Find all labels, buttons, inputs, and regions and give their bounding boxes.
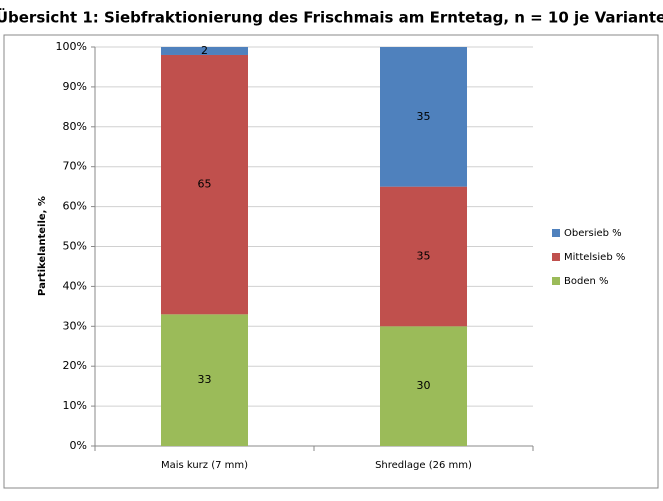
legend-label: Mittelsieb %: [564, 252, 625, 263]
bar-segment: [161, 54, 248, 315]
bar-segment: [161, 47, 248, 55]
data-label: 2: [201, 44, 208, 57]
bar-segment: [380, 47, 467, 187]
legend-label: Obersieb %: [564, 228, 622, 239]
bar-segment: [161, 314, 248, 446]
y-tick-label: 20%: [63, 359, 87, 372]
data-label: 35: [417, 110, 431, 123]
x-tick-label: Shredlage (26 mm): [375, 460, 472, 471]
y-tick-label: 0%: [70, 439, 87, 452]
y-tick-label: 90%: [63, 80, 87, 93]
data-label: 35: [417, 249, 431, 262]
chart-frame: [3, 34, 659, 489]
y-tick-label: 30%: [63, 319, 87, 332]
legend-swatch: [552, 277, 560, 285]
y-tick-label: 50%: [63, 240, 87, 253]
data-label: 30: [417, 379, 431, 392]
y-axis-label: Partikelanteile, %: [37, 196, 48, 296]
data-label: 65: [198, 178, 212, 191]
bar-segment: [380, 326, 467, 446]
x-tick-label: Mais kurz (7 mm): [161, 460, 248, 471]
y-tick-label: 40%: [63, 279, 87, 292]
chart-title: Übersicht 1: Siebfraktionierung des Fris…: [0, 8, 663, 27]
data-label: 33: [198, 373, 212, 386]
legend-swatch: [552, 229, 560, 237]
legend-label: Boden %: [564, 276, 609, 287]
y-tick-label: 100%: [56, 40, 87, 53]
y-tick-label: 60%: [63, 200, 87, 213]
bar-segment: [380, 186, 467, 327]
y-tick-label: 10%: [63, 399, 87, 412]
y-tick-label: 80%: [63, 120, 87, 133]
y-tick-label: 70%: [63, 160, 87, 173]
legend-swatch: [552, 253, 560, 261]
